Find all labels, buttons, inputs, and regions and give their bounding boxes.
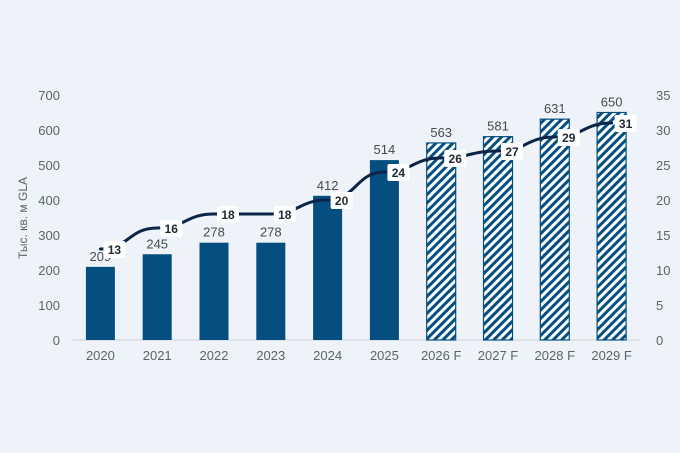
line-label-box xyxy=(103,241,126,258)
y-left-tick-label: 500 xyxy=(38,158,60,173)
line-label-box xyxy=(273,206,296,223)
bar xyxy=(313,195,343,340)
line-point-label: 27 xyxy=(505,145,519,159)
bar-value-label: 278 xyxy=(203,225,225,240)
line-series-path xyxy=(98,121,614,251)
line-point-label: 16 xyxy=(165,222,179,236)
y-left-tick-label: 0 xyxy=(53,333,60,348)
x-tick-label: 2022 xyxy=(200,348,229,363)
y-left-tick-label: 200 xyxy=(38,263,60,278)
line-point-label: 18 xyxy=(221,208,235,222)
line-label-box xyxy=(444,150,467,167)
bar-value-label: 631 xyxy=(544,101,566,116)
bar-value-label: 581 xyxy=(487,119,509,134)
line-point-label: 31 xyxy=(619,117,633,131)
x-tick-label: 2028 F xyxy=(535,348,576,363)
line-label-box xyxy=(217,206,239,223)
y-left-tick-label: 400 xyxy=(38,193,60,208)
line-label-box xyxy=(614,115,637,132)
bar xyxy=(199,242,229,340)
y-right-tick-label: 0 xyxy=(656,333,663,348)
y-axis-title: Тыс. кв. м GLA xyxy=(16,177,30,259)
y-left-tick-label: 700 xyxy=(38,88,60,103)
y-left-tick-label: 300 xyxy=(38,228,60,243)
x-tick-label: 2024 xyxy=(313,348,342,363)
y-right-tick-label: 15 xyxy=(656,228,670,243)
line-point-label: 18 xyxy=(278,208,292,222)
line-label-box xyxy=(557,129,580,146)
bar-value-label: 278 xyxy=(260,225,282,240)
y-right-tick-label: 20 xyxy=(656,193,670,208)
x-tick-label: 2021 xyxy=(143,348,172,363)
bar-value-label: 650 xyxy=(601,95,623,110)
y-right-tick-label: 30 xyxy=(656,123,670,138)
line-label-box xyxy=(387,164,410,181)
line-point-label: 29 xyxy=(562,131,576,145)
line-point-label: 26 xyxy=(449,152,463,166)
y-right-tick-label: 10 xyxy=(656,263,670,278)
bar xyxy=(596,111,627,341)
x-tick-label: 2023 xyxy=(256,348,285,363)
line-point-label: 13 xyxy=(108,243,122,257)
bar xyxy=(539,118,570,341)
line-label-box xyxy=(330,192,353,209)
x-tick-label: 2020 xyxy=(86,348,115,363)
bar-value-label: 412 xyxy=(317,178,339,193)
x-tick-label: 2027 F xyxy=(478,348,519,363)
y-right-tick-label: 5 xyxy=(656,298,663,313)
bar xyxy=(142,254,172,340)
line-label-box xyxy=(160,220,183,237)
y-right-tick-label: 35 xyxy=(656,88,670,103)
bar-value-label: 563 xyxy=(430,125,452,140)
y-left-tick-label: 600 xyxy=(38,123,60,138)
line-point-label: 24 xyxy=(392,166,406,180)
line-point-label: 20 xyxy=(335,194,349,208)
bar-value-label: 514 xyxy=(374,142,396,157)
bar-value-label: 245 xyxy=(146,236,168,251)
line-label-box xyxy=(501,143,523,160)
x-tick-label: 2026 F xyxy=(421,348,462,363)
y-right-tick-label: 25 xyxy=(656,158,670,173)
bar xyxy=(85,266,115,340)
x-tick-label: 2029 F xyxy=(591,348,632,363)
bar xyxy=(256,242,286,340)
bar xyxy=(482,136,514,341)
bar xyxy=(426,142,457,341)
bar xyxy=(369,160,399,340)
y-left-tick-label: 100 xyxy=(38,298,60,313)
x-tick-label: 2025 xyxy=(370,348,399,363)
